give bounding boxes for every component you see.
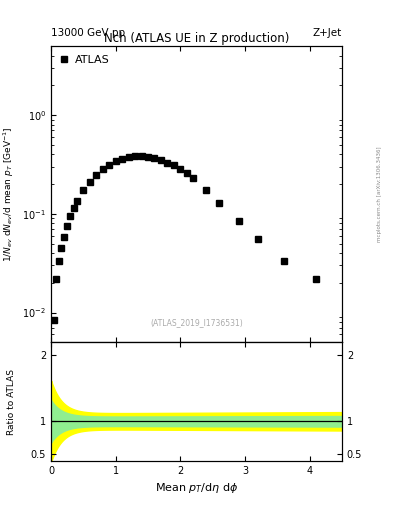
ATLAS: [88, 179, 92, 185]
ATLAS: [120, 156, 125, 162]
ATLAS: [81, 187, 86, 193]
ATLAS: [75, 198, 79, 204]
Text: (ATLAS_2019_I1736531): (ATLAS_2019_I1736531): [150, 318, 243, 328]
ATLAS: [68, 213, 73, 219]
Text: 13000 GeV pp: 13000 GeV pp: [51, 28, 125, 38]
Y-axis label: Ratio to ATLAS: Ratio to ATLAS: [7, 369, 16, 435]
ATLAS: [101, 166, 105, 172]
ATLAS: [281, 259, 286, 265]
ATLAS: [255, 237, 260, 243]
Legend: ATLAS: ATLAS: [57, 52, 112, 68]
ATLAS: [139, 153, 144, 159]
ATLAS: [113, 158, 118, 164]
Text: mcplots.cern.ch [arXiv:1306.3436]: mcplots.cern.ch [arXiv:1306.3436]: [377, 147, 382, 242]
ATLAS: [51, 316, 56, 323]
ATLAS: [159, 157, 163, 163]
X-axis label: Mean $p_{T}$/d$\eta$ d$\phi$: Mean $p_{T}$/d$\eta$ d$\phi$: [155, 481, 238, 495]
ATLAS: [59, 245, 64, 251]
Text: Z+Jet: Z+Jet: [313, 28, 342, 38]
Title: Nch (ATLAS UE in Z production): Nch (ATLAS UE in Z production): [104, 32, 289, 45]
ATLAS: [165, 160, 170, 166]
ATLAS: [236, 218, 241, 224]
ATLAS: [133, 153, 138, 159]
ATLAS: [146, 154, 151, 160]
Y-axis label: $1/N_{ev}$ d$N_{ev}$/d mean $p_{T}$ [GeV$^{-1}$]: $1/N_{ev}$ d$N_{ev}$/d mean $p_{T}$ [GeV…: [2, 126, 16, 262]
ATLAS: [126, 154, 131, 160]
ATLAS: [62, 234, 66, 240]
ATLAS: [191, 175, 196, 181]
ATLAS: [314, 275, 318, 282]
ATLAS: [171, 162, 176, 168]
ATLAS: [57, 259, 61, 265]
Line: ATLAS: ATLAS: [51, 153, 319, 323]
ATLAS: [178, 166, 183, 172]
ATLAS: [217, 200, 222, 206]
ATLAS: [65, 223, 70, 229]
ATLAS: [152, 155, 157, 161]
ATLAS: [107, 162, 112, 168]
ATLAS: [204, 187, 209, 193]
ATLAS: [184, 170, 189, 176]
ATLAS: [54, 275, 59, 282]
ATLAS: [94, 172, 99, 178]
ATLAS: [72, 205, 76, 211]
